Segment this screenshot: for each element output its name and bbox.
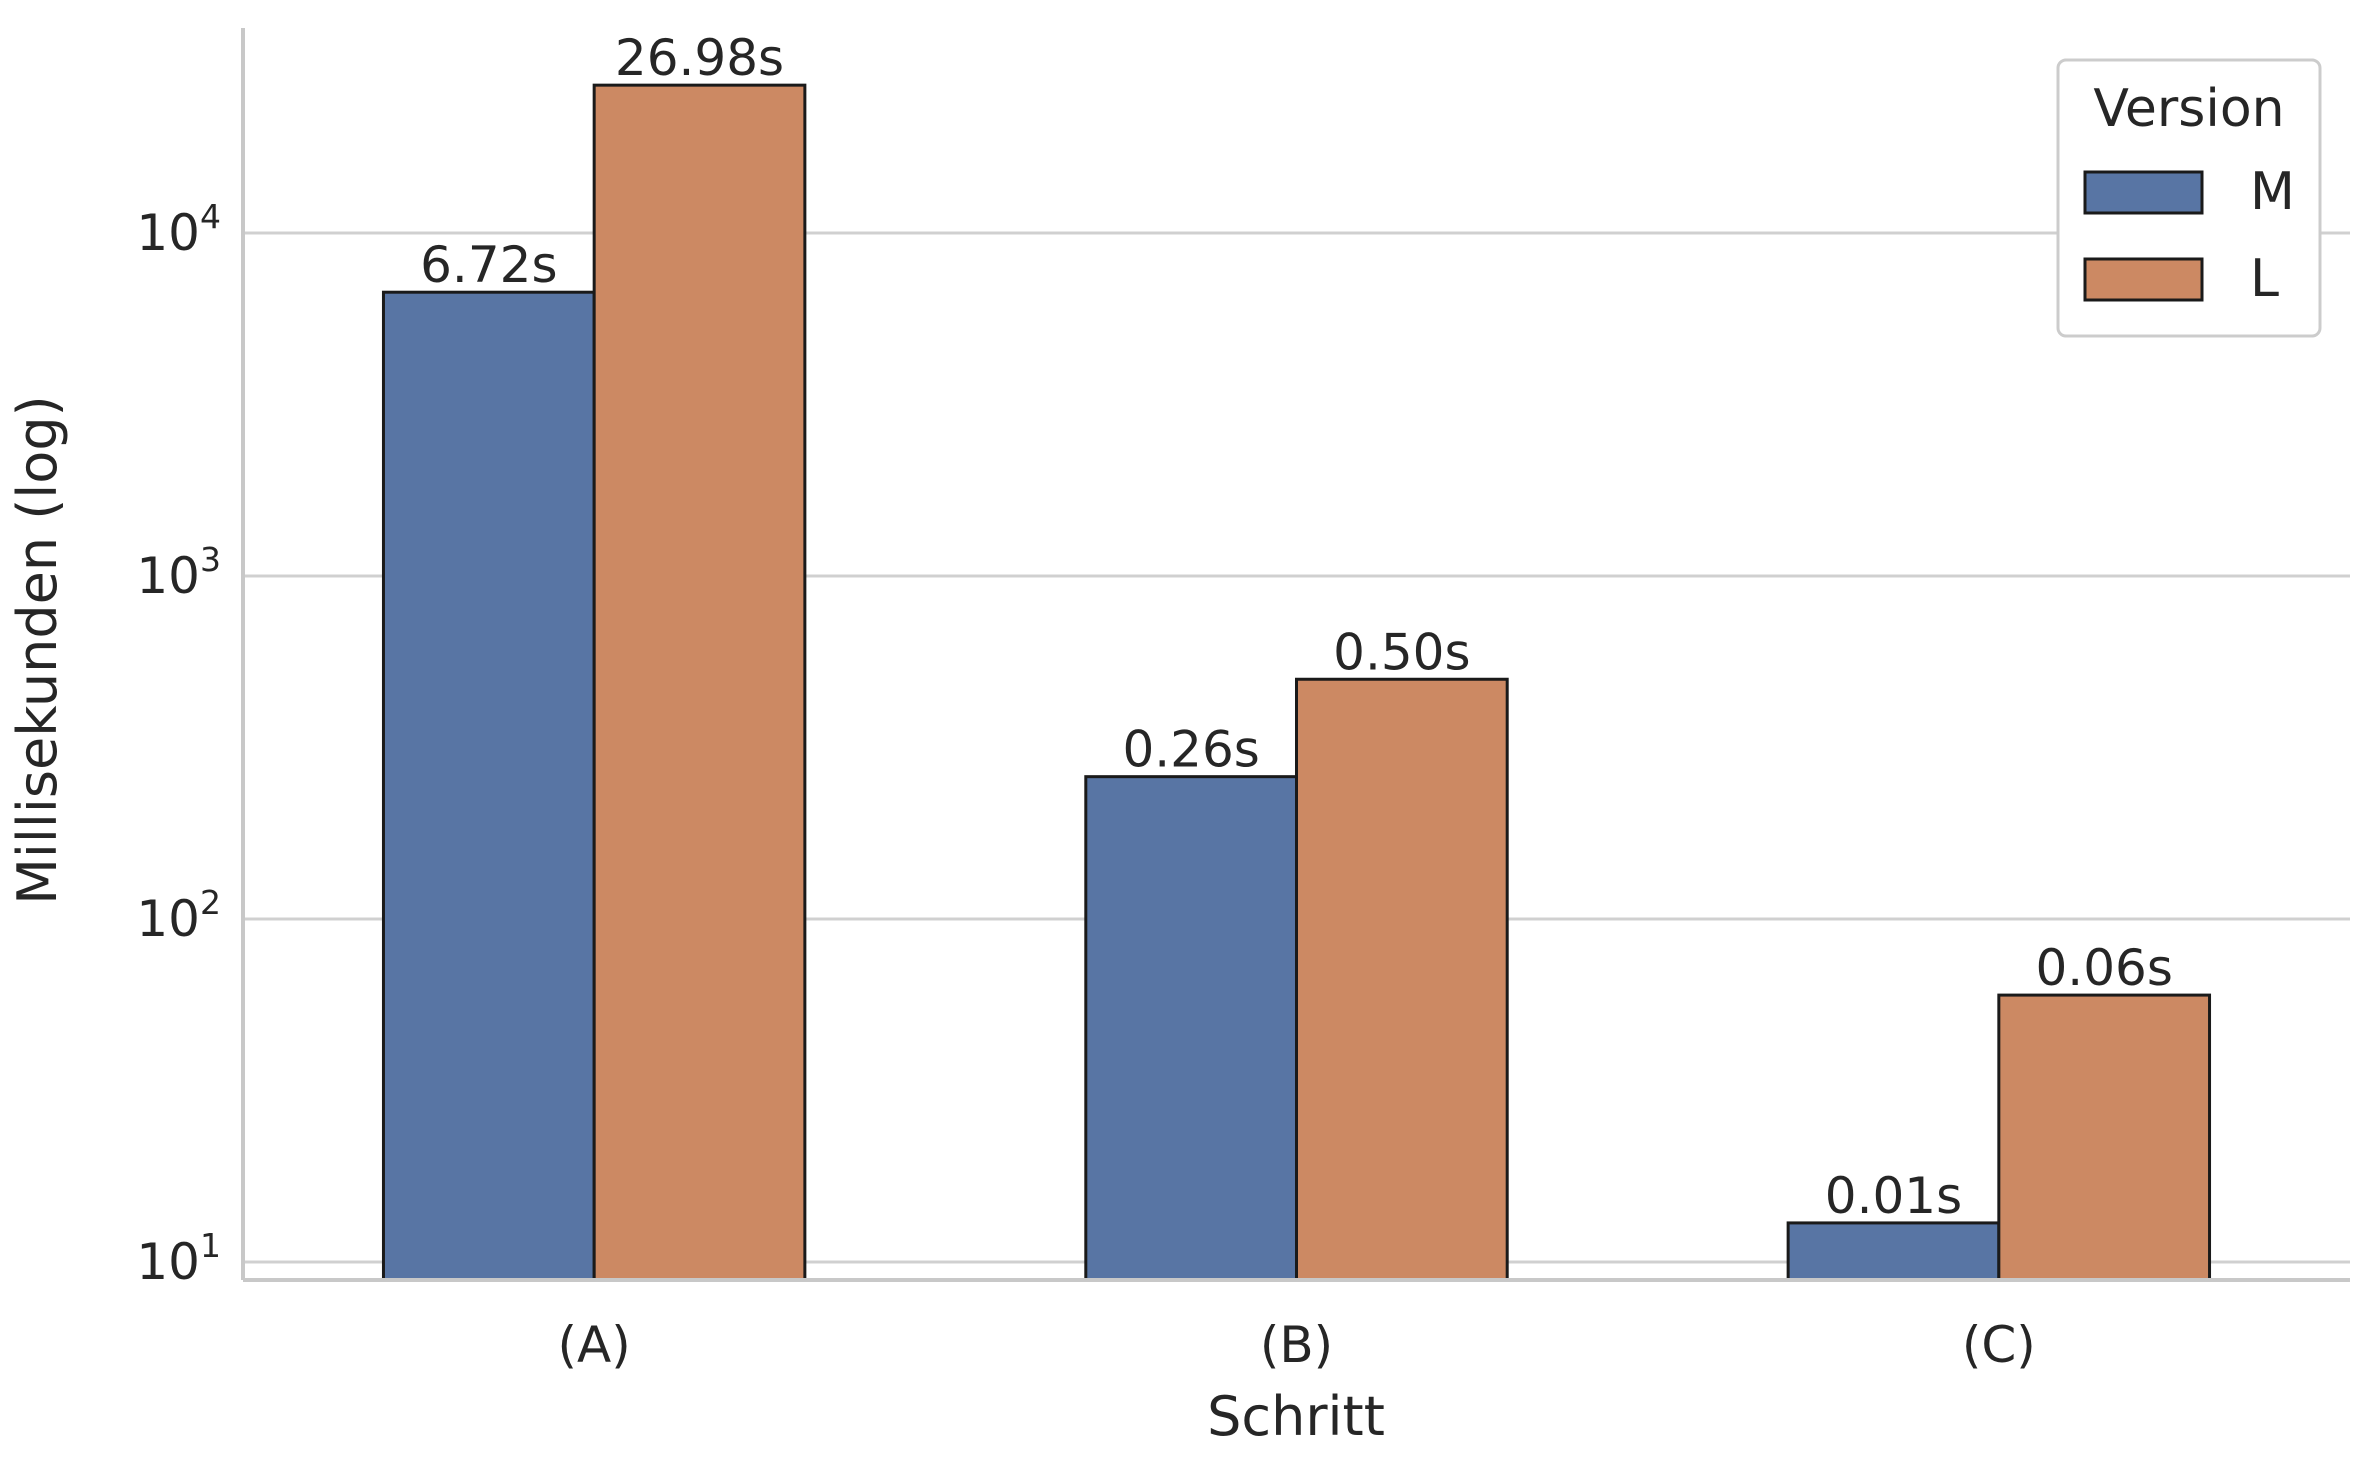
x-tick-labels: (A) (B) (C) bbox=[558, 1316, 2036, 1374]
legend-title: Version bbox=[2093, 79, 2284, 139]
legend: Version ML bbox=[2056, 58, 2322, 338]
data-label-M-2: 0.01s bbox=[1825, 1167, 1962, 1225]
x-tick-label: (A) bbox=[558, 1316, 631, 1374]
bar-L-0 bbox=[592, 83, 807, 1282]
data-labels: 6.72s 26.98s 0.26s 0.50s 0.01s 0.06s bbox=[420, 29, 2173, 1225]
data-label-L-1: 0.50s bbox=[1333, 623, 1470, 681]
data-label-L-0: 26.98s bbox=[615, 29, 784, 87]
legend-label-M: M bbox=[2250, 162, 2295, 222]
bar-M-0 bbox=[381, 290, 596, 1282]
bar-M-2 bbox=[1786, 1221, 2001, 1282]
x-axis-label: Schritt bbox=[1207, 1385, 1385, 1448]
bars bbox=[381, 83, 2212, 1282]
y-tick-labels: 101 102 103 104 bbox=[136, 197, 221, 1291]
data-label-L-2: 0.06s bbox=[2035, 939, 2172, 997]
y-tick-label: 102 bbox=[136, 883, 221, 948]
bar-L-2 bbox=[1997, 993, 2212, 1282]
axes bbox=[241, 28, 2350, 1282]
bar-L-1 bbox=[1295, 677, 1509, 1282]
y-tick-label: 103 bbox=[136, 540, 221, 605]
x-tick-label: (B) bbox=[1260, 1316, 1333, 1374]
data-label-M-1: 0.26s bbox=[1122, 721, 1259, 779]
x-tick-label: (C) bbox=[1962, 1316, 2036, 1374]
legend-swatch-L bbox=[2083, 257, 2204, 302]
legend-swatch-M bbox=[2083, 170, 2204, 215]
data-label-M-0: 6.72s bbox=[420, 236, 557, 294]
bar-M-1 bbox=[1084, 775, 1299, 1282]
legend-label-L: L bbox=[2250, 249, 2279, 309]
y-axis-label: Millisekunden (log) bbox=[6, 395, 69, 904]
y-tick-label: 101 bbox=[136, 1226, 221, 1291]
y-tick-label: 104 bbox=[136, 197, 221, 262]
